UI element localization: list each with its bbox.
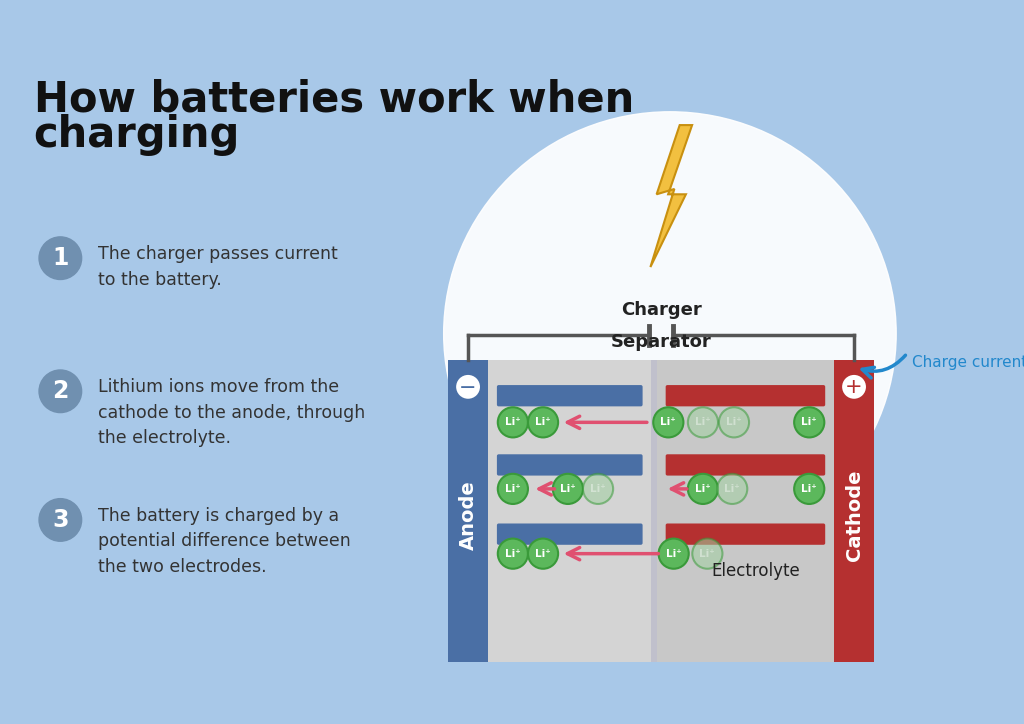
Circle shape [498,473,528,504]
Bar [449,361,488,662]
Text: Electrolyte: Electrolyte [712,563,801,581]
Text: Li⁺: Li⁺ [536,417,551,427]
Circle shape [841,374,867,400]
Circle shape [717,473,748,504]
Text: charging: charging [34,114,240,156]
Circle shape [653,408,683,437]
Bar [656,361,835,662]
Text: Li⁺: Li⁺ [666,549,682,559]
Text: Charger: Charger [621,301,701,319]
FancyBboxPatch shape [666,385,825,406]
Circle shape [39,499,82,542]
Polygon shape [650,125,692,267]
Text: The battery is charged by a
potential difference between
the two electrodes.: The battery is charged by a potential di… [97,507,350,576]
Text: Lithium ions move from the
cathode to the anode, through
the electrolyte.: Lithium ions move from the cathode to th… [97,378,365,447]
Circle shape [498,539,528,569]
Circle shape [692,539,723,569]
Bar [835,361,874,662]
Text: Li⁺: Li⁺ [536,549,551,559]
Text: Li⁺: Li⁺ [660,417,676,427]
Circle shape [528,408,558,437]
Circle shape [795,408,824,437]
Bar [488,361,651,662]
Text: Cathode: Cathode [845,470,863,561]
FancyBboxPatch shape [666,523,825,544]
Circle shape [39,370,82,413]
Text: −: − [460,378,477,397]
Text: Li⁺: Li⁺ [560,484,575,494]
FancyBboxPatch shape [666,454,825,476]
Text: 1: 1 [52,246,69,270]
Text: 2: 2 [52,379,69,403]
Text: Li⁺: Li⁺ [505,417,521,427]
Text: Charge current: Charge current [911,355,1024,370]
Circle shape [39,237,82,279]
Circle shape [498,408,528,437]
Text: Li⁺: Li⁺ [802,417,817,427]
FancyBboxPatch shape [497,454,643,476]
Text: Li⁺: Li⁺ [695,484,711,494]
Circle shape [553,473,583,504]
FancyBboxPatch shape [497,385,643,406]
Text: How batteries work when: How batteries work when [34,78,634,120]
Text: Separator: Separator [610,333,712,351]
Circle shape [583,473,613,504]
Text: The charger passes current
to the battery.: The charger passes current to the batter… [97,245,337,289]
Text: Li⁺: Li⁺ [590,484,606,494]
Ellipse shape [443,111,896,555]
Circle shape [658,539,689,569]
Circle shape [688,473,718,504]
Text: 3: 3 [52,508,69,532]
Text: Li⁺: Li⁺ [802,484,817,494]
Circle shape [528,539,558,569]
Circle shape [688,408,718,437]
Text: Li⁺: Li⁺ [699,549,715,559]
Text: +: + [845,377,863,397]
Text: Li⁺: Li⁺ [695,417,711,427]
Text: Li⁺: Li⁺ [726,417,741,427]
Bar [651,361,656,662]
Circle shape [719,408,750,437]
Circle shape [795,473,824,504]
Text: Li⁺: Li⁺ [724,484,740,494]
FancyBboxPatch shape [497,523,643,544]
Text: Li⁺: Li⁺ [505,549,521,559]
Text: Anode: Anode [459,481,477,550]
Circle shape [455,374,481,400]
Text: Li⁺: Li⁺ [505,484,521,494]
